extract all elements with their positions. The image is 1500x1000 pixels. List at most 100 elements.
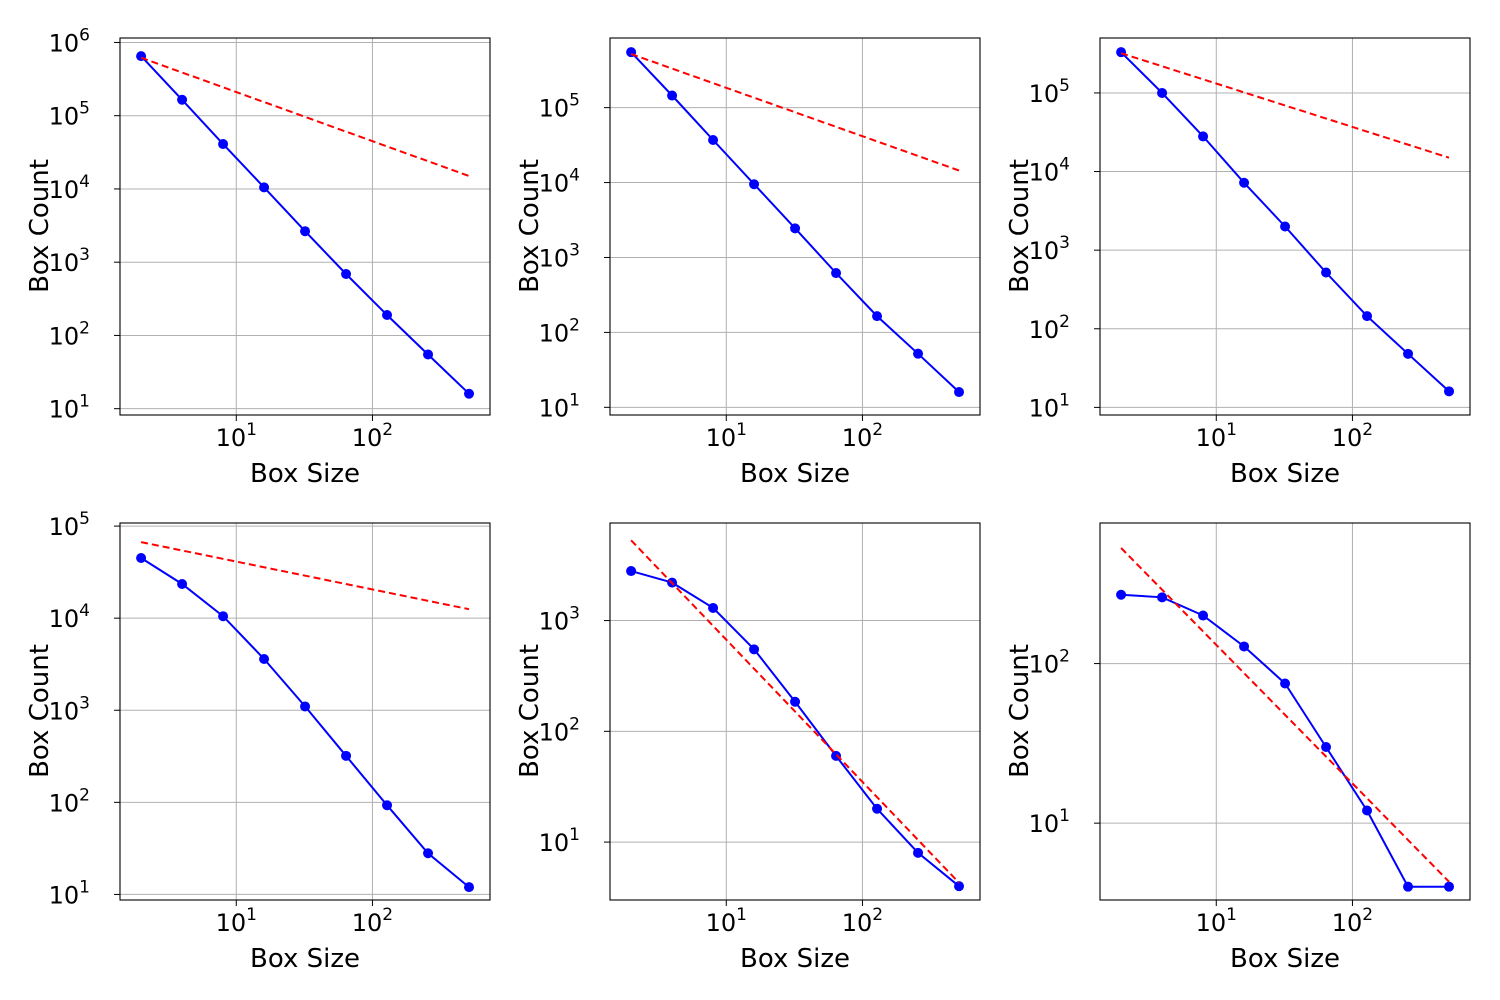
tick-base: 10 [49,29,80,57]
tick-exponent: 1 [1059,806,1070,826]
tick-base: 10 [1029,237,1060,265]
data-point [1198,610,1209,621]
fit-line [1120,547,1450,883]
data-point [136,553,147,564]
y-tick-label: 102 [1029,647,1070,679]
tick-base: 10 [1029,80,1060,108]
data-point [382,800,393,811]
y-axis-label: Box Count [515,644,545,778]
tick-base: 10 [49,881,80,909]
plot-frame [119,37,491,416]
tick-exponent: 1 [569,390,580,410]
data-point [1157,592,1168,603]
tick-exponent: 1 [246,420,257,440]
data-point [749,179,760,190]
x-tick-label: 101 [1196,905,1237,937]
plot-area [1100,523,1470,900]
data-point [1321,742,1332,753]
tick-exponent: 2 [1362,905,1373,925]
fit-line [140,56,470,177]
y-tick-label: 101 [49,392,90,424]
tick-base: 10 [352,424,383,452]
x-tick-label: 101 [706,905,747,937]
tick-exponent: 1 [246,905,257,925]
data-point [790,223,801,234]
data-point [831,750,842,761]
data-point [1239,641,1250,652]
x-axis-label: Box Size [250,459,360,489]
tick-exponent: 6 [79,25,90,45]
data-point [913,348,924,359]
tick-base: 10 [539,608,570,636]
tick-exponent: 2 [1362,420,1373,440]
data-point [1444,881,1455,892]
data-point [913,847,924,858]
data-point [1403,881,1414,892]
plot-frame [1099,37,1471,416]
data-point [300,701,311,712]
y-tick-label: 106 [49,25,90,57]
data-point [177,94,188,105]
tick-exponent: 4 [79,601,90,621]
x-tick-label: 102 [1332,420,1373,452]
tick-exponent: 2 [79,318,90,338]
tick-base: 10 [49,176,80,204]
y-tick-label: 105 [49,99,90,131]
y-axis-label: Box Count [515,159,545,293]
data-point [1403,348,1414,359]
tick-base: 10 [216,909,247,937]
data-point [872,803,883,814]
tick-base: 10 [49,249,80,277]
tick-exponent: 3 [1059,233,1070,253]
y-axis-label: Box Count [1005,159,1035,293]
plot-frame [609,37,981,416]
data-point [790,696,801,707]
y-tick-label: 104 [1029,155,1070,187]
tick-base: 10 [842,909,873,937]
x-tick-label: 102 [352,420,393,452]
y-tick-label: 103 [49,693,90,725]
data-point [1444,386,1455,397]
fit-line [1120,52,1450,159]
data-point [423,848,434,859]
data-point [341,268,352,279]
plot-frame [119,522,491,901]
tick-exponent: 5 [79,509,90,529]
data-point [341,750,352,761]
tick-exponent: 3 [569,604,580,624]
y-tick-label: 105 [49,509,90,541]
data-point [1116,589,1127,600]
tick-exponent: 5 [1059,76,1070,96]
y-tick-label: 101 [49,877,90,909]
data-point [1157,87,1168,98]
tick-base: 10 [1332,909,1363,937]
fit-line [630,539,960,884]
data-point [1280,678,1291,689]
y-tick-label: 101 [1029,806,1070,838]
data-point [1321,267,1332,278]
y-tick-label: 101 [1029,390,1070,422]
y-tick-label: 103 [539,240,580,272]
x-tick-label: 102 [1332,905,1373,937]
x-tick-label: 102 [842,420,883,452]
tick-base: 10 [49,322,80,350]
y-axis-label: Box Count [25,159,55,293]
data-point [872,311,883,322]
tick-base: 10 [1332,424,1363,452]
y-tick-label: 103 [539,604,580,636]
data-point [954,387,965,398]
data-point [1280,221,1291,232]
tick-exponent: 5 [569,91,580,111]
x-axis-label: Box Size [250,944,360,974]
tick-exponent: 4 [1059,155,1070,175]
y-tick-label: 101 [539,390,580,422]
tick-base: 10 [539,244,570,272]
y-tick-label: 102 [539,315,580,347]
tick-exponent: 1 [79,392,90,412]
tick-base: 10 [706,424,737,452]
tick-exponent: 1 [79,877,90,897]
